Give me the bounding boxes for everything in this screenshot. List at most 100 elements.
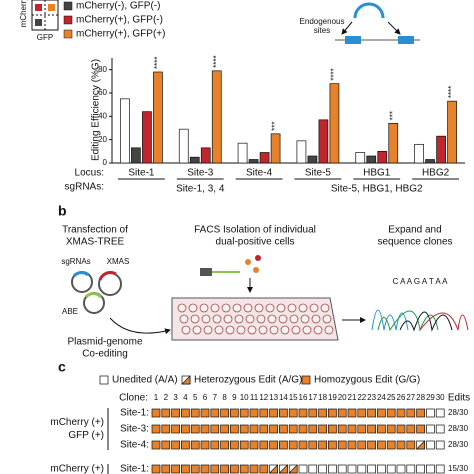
well xyxy=(269,325,279,335)
clone-cell xyxy=(239,464,249,474)
bar xyxy=(355,152,366,164)
clone-number: 30 xyxy=(436,393,445,402)
clone-cell xyxy=(239,408,249,418)
het-fill xyxy=(278,464,288,474)
clone-cell xyxy=(249,464,259,474)
cell xyxy=(245,259,251,265)
clone-number: 7 xyxy=(213,393,218,402)
clone-cell xyxy=(328,464,337,474)
clone-cell xyxy=(239,440,249,450)
clone-cell xyxy=(406,408,416,418)
site-label: Site-1: xyxy=(120,408,149,419)
bar xyxy=(436,135,446,164)
het-fill xyxy=(181,375,191,385)
well xyxy=(309,303,319,313)
clone-number: 12 xyxy=(259,393,268,402)
well xyxy=(256,314,266,324)
legend-swatch xyxy=(63,29,73,39)
clone-cell xyxy=(220,440,229,450)
clone-cell xyxy=(435,440,445,450)
bar xyxy=(307,155,318,164)
clone-cell xyxy=(367,408,376,418)
clone-cell xyxy=(200,424,210,434)
clone-cell xyxy=(259,424,269,434)
bar xyxy=(388,122,399,164)
bar xyxy=(178,128,189,164)
edits-label: Edits xyxy=(448,393,470,404)
clone-cell xyxy=(357,424,367,434)
cell xyxy=(255,255,261,261)
clone-number: 13 xyxy=(269,393,278,402)
well xyxy=(322,314,332,324)
clone-cell xyxy=(396,408,406,418)
well xyxy=(210,303,220,313)
well xyxy=(188,303,198,313)
clone-cell xyxy=(239,424,249,434)
clone-cell xyxy=(435,424,445,434)
bar xyxy=(237,142,248,164)
bar xyxy=(447,100,457,164)
bar xyxy=(425,159,435,164)
cell xyxy=(253,267,259,273)
clone-number: 3 xyxy=(173,393,178,402)
clone-cell xyxy=(161,440,171,450)
xmas-text: XMAS xyxy=(107,257,130,266)
y-tick-label: 60 xyxy=(98,88,107,97)
clone-cell xyxy=(308,464,318,474)
clone-cell xyxy=(269,424,278,434)
clone-cell xyxy=(357,464,367,474)
legend-label: mCherry(+), GFP(-) xyxy=(76,15,163,26)
trace xyxy=(399,311,453,332)
clone-cell xyxy=(318,464,327,474)
clone-number: 20 xyxy=(338,393,347,402)
well xyxy=(324,325,334,335)
clone-cell xyxy=(386,408,396,418)
clone-number: 1 xyxy=(154,393,159,402)
clone-cell xyxy=(396,424,406,434)
clone-cell xyxy=(210,424,220,434)
well xyxy=(179,314,189,324)
trace xyxy=(419,312,469,331)
clone-number: 23 xyxy=(367,393,376,402)
y-axis-title: Editing Efficiency (%G) xyxy=(91,59,102,161)
plasmid-segment xyxy=(98,271,117,281)
site-label: Site-1: xyxy=(120,464,149,474)
bar xyxy=(153,71,163,164)
arrow xyxy=(109,317,171,335)
well xyxy=(320,303,330,313)
site-box xyxy=(345,36,361,44)
clone-label: Clone: xyxy=(119,393,148,404)
panel-letter: c xyxy=(58,359,66,375)
clone-cell xyxy=(406,464,416,474)
clone-number: 9 xyxy=(232,393,237,402)
clone-number: 21 xyxy=(348,393,357,402)
clone-cell xyxy=(308,424,318,434)
clone-number: 27 xyxy=(406,393,415,402)
clone-number: 6 xyxy=(203,393,208,402)
clone-cell xyxy=(416,424,425,434)
clone-cell xyxy=(190,424,200,434)
well xyxy=(225,325,235,335)
bar xyxy=(318,119,329,164)
clone-cell xyxy=(210,408,220,418)
well xyxy=(245,314,255,324)
step-label: XMAS-TREE xyxy=(66,237,125,248)
sgrna-group: Site-1, 3, 4 xyxy=(176,184,225,195)
well xyxy=(192,325,202,335)
well xyxy=(280,325,290,335)
clone-cell xyxy=(298,408,308,418)
clone-cell xyxy=(318,424,327,434)
clone-cell xyxy=(396,464,406,474)
clone-cell xyxy=(190,408,200,418)
clone-cell xyxy=(288,440,298,450)
edit-count: 28/30 xyxy=(448,424,469,433)
clone-cell xyxy=(426,408,435,418)
clone-cell xyxy=(210,440,220,450)
clone-cell xyxy=(377,464,386,474)
quadrant-icon xyxy=(48,4,55,11)
clone-cell xyxy=(99,375,109,385)
clone-cell xyxy=(230,440,239,450)
bar xyxy=(296,140,307,164)
clone-cell xyxy=(386,440,396,450)
edit-count: 28/30 xyxy=(448,408,469,417)
